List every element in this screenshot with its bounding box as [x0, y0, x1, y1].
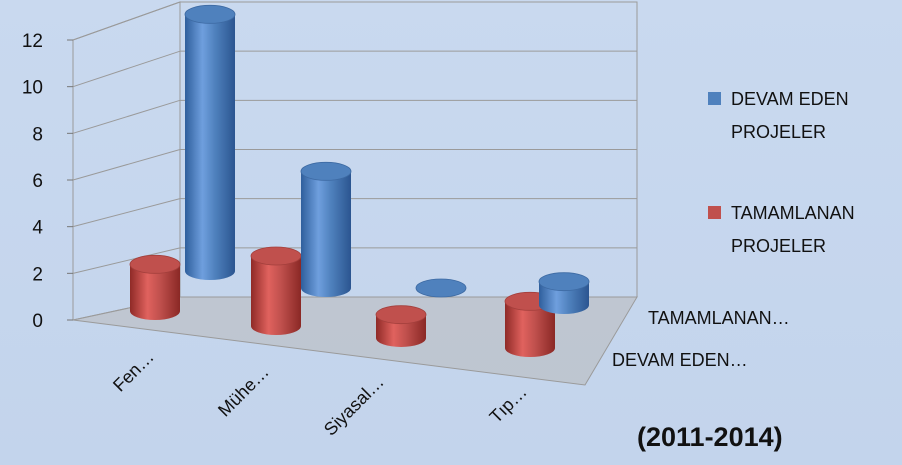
bar-devam-eden-0	[184, 4, 236, 280]
bar-tamamlanan-1	[250, 246, 302, 335]
y-tick-label: 0	[32, 311, 43, 332]
y-tick-label: 10	[22, 78, 43, 99]
bar-tamamlanan-0	[129, 254, 181, 320]
bars	[129, 4, 590, 357]
y-tick-label: 12	[22, 31, 43, 52]
gridline-side	[72, 149, 181, 181]
gridline-side	[72, 1, 181, 41]
depth-label-devam-eden: DEVAM EDEN…	[612, 350, 748, 370]
category-label: Siyasal…	[320, 372, 388, 440]
legend-label-devam-eden-line1: DEVAM EDEN	[731, 89, 849, 109]
y-tick-label: 2	[32, 264, 43, 285]
bar-devam-eden-3	[538, 272, 590, 314]
y-tick-label: 6	[32, 171, 43, 192]
legend-swatch-devam-eden	[708, 92, 721, 105]
category-label: Fen…	[109, 347, 158, 396]
y-tick-label: 8	[32, 124, 43, 145]
category-label: Mühe…	[214, 362, 273, 421]
legend-label-tamamlanan-line1: TAMAMLANAN	[731, 203, 855, 223]
y-axis-ticks: 0 2 4 6 8 10 12	[22, 31, 73, 332]
y-tick-label: 4	[32, 218, 43, 239]
legend-swatch-tamamlanan	[708, 206, 721, 219]
depth-label-tamamlanan: TAMAMLANAN…	[648, 308, 790, 328]
bar-tamamlanan-2	[375, 305, 427, 347]
bar-devam-eden-1	[300, 161, 352, 297]
gridline-side	[72, 198, 181, 228]
legend-label-tamamlanan-line2: PROJELER	[731, 236, 826, 256]
gridline-side	[72, 99, 181, 134]
gridlines	[72, 1, 637, 274]
gridline-side	[72, 50, 181, 88]
legend-label-devam-eden-line2: PROJELER	[731, 122, 826, 142]
legend: DEVAM EDEN PROJELER TAMAMLANAN PROJELER	[708, 89, 855, 256]
gridline-side	[72, 247, 181, 274]
period-annotation: (2011-2014)	[637, 422, 783, 452]
category-label: Tıp…	[486, 382, 531, 427]
bar-devam-eden-2	[415, 278, 467, 298]
